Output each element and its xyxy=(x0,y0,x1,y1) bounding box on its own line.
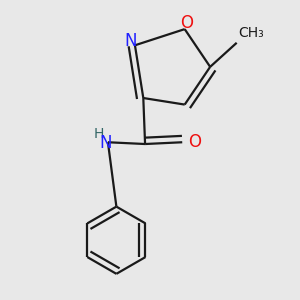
Text: N: N xyxy=(124,32,137,50)
Text: CH₃: CH₃ xyxy=(238,26,264,40)
Text: O: O xyxy=(188,133,201,151)
Text: H: H xyxy=(94,128,104,142)
Text: N: N xyxy=(100,134,112,152)
Text: O: O xyxy=(180,14,193,32)
